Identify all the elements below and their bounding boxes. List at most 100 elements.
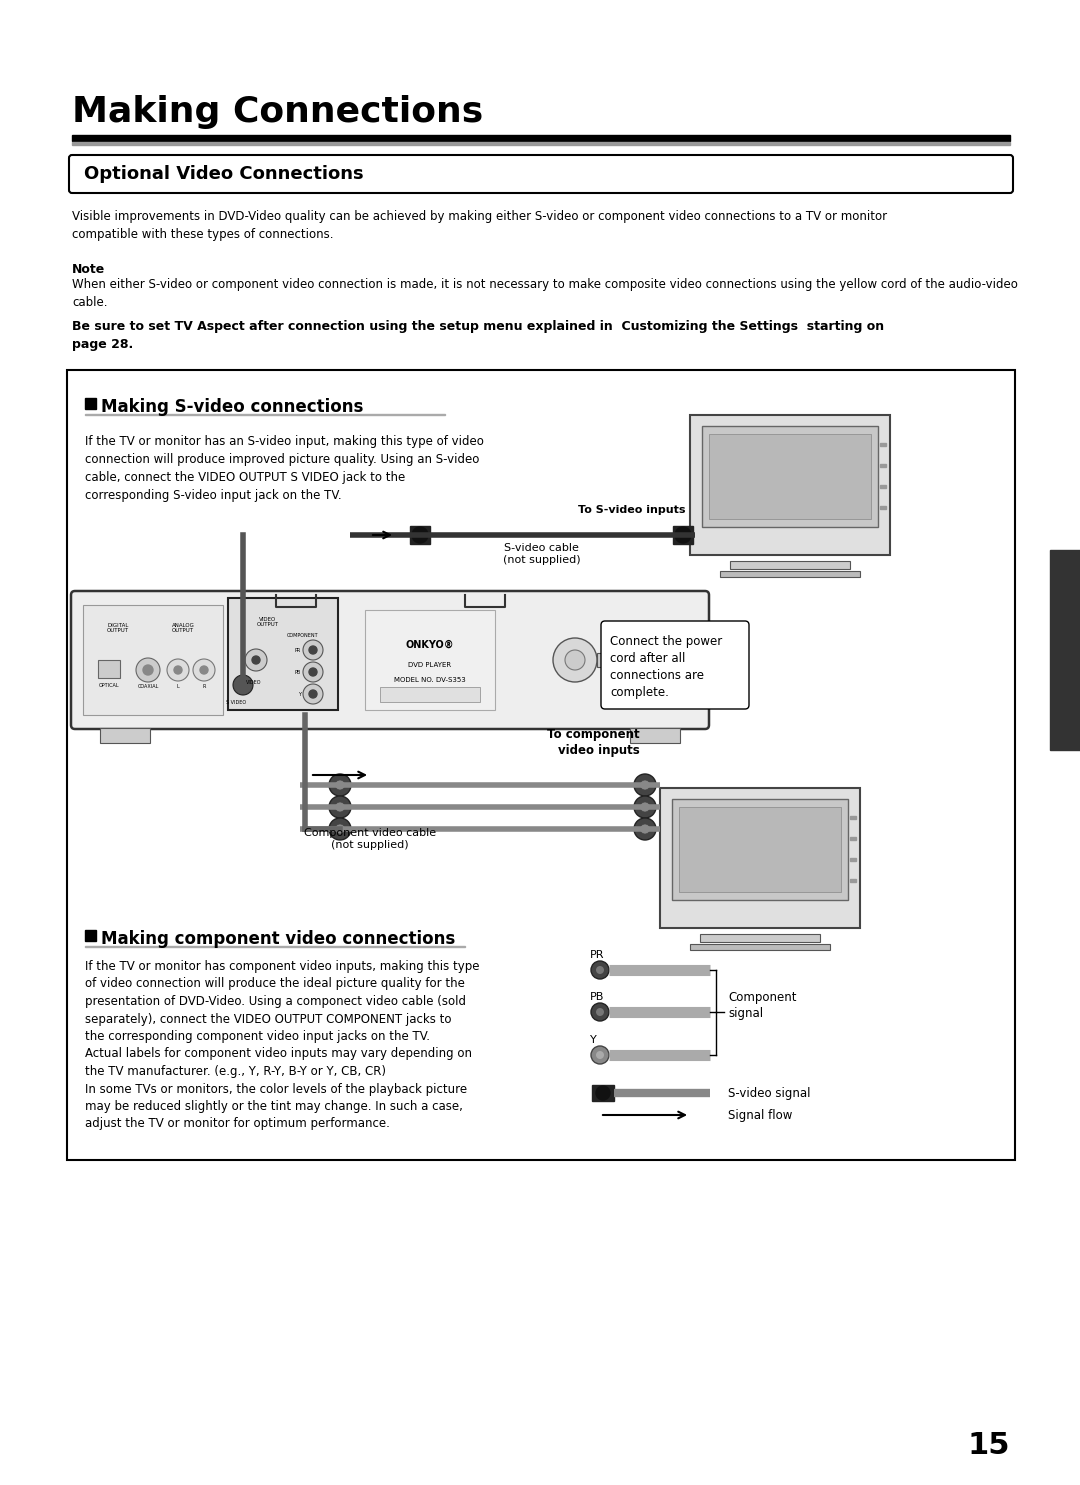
Text: DVD PLAYER: DVD PLAYER <box>408 662 451 668</box>
Bar <box>850 815 856 820</box>
Circle shape <box>167 659 189 682</box>
Text: MODEL NO. DV-S353: MODEL NO. DV-S353 <box>394 677 465 683</box>
Circle shape <box>640 824 650 835</box>
Circle shape <box>553 639 597 682</box>
Text: Component video cable
(not supplied): Component video cable (not supplied) <box>303 827 436 849</box>
Text: VIDEO: VIDEO <box>246 680 261 685</box>
Text: S-video signal: S-video signal <box>728 1087 810 1100</box>
Circle shape <box>309 691 318 698</box>
Text: OPTICAL: OPTICAL <box>98 683 119 688</box>
Text: S-video cable
(not supplied): S-video cable (not supplied) <box>502 542 580 564</box>
Circle shape <box>329 774 351 796</box>
Circle shape <box>136 658 160 682</box>
FancyBboxPatch shape <box>660 789 860 928</box>
Text: Making component video connections: Making component video connections <box>102 930 456 947</box>
Bar <box>880 443 886 446</box>
Bar <box>410 526 430 544</box>
Bar <box>98 659 120 679</box>
Text: COMPONENT: COMPONENT <box>287 633 319 639</box>
Circle shape <box>591 1002 609 1022</box>
Circle shape <box>591 1045 609 1063</box>
Bar <box>1050 549 1080 750</box>
Text: Making S-video connections: Making S-video connections <box>102 398 363 416</box>
Circle shape <box>309 668 318 676</box>
Text: To component
video inputs: To component video inputs <box>548 728 640 757</box>
Circle shape <box>596 1086 610 1100</box>
FancyBboxPatch shape <box>69 154 1013 193</box>
Circle shape <box>335 824 345 835</box>
FancyBboxPatch shape <box>690 414 890 555</box>
Circle shape <box>193 659 215 682</box>
Bar <box>85 398 96 408</box>
Text: Visible improvements in DVD-Video quality can be achieved by making either S-vid: Visible improvements in DVD-Video qualit… <box>72 209 887 241</box>
Circle shape <box>675 527 691 544</box>
Text: If the TV or monitor has component video inputs, making this type
of video conne: If the TV or monitor has component video… <box>85 959 480 1130</box>
Circle shape <box>634 818 656 841</box>
Bar <box>880 486 886 489</box>
Circle shape <box>303 685 323 704</box>
Bar <box>592 1086 615 1100</box>
Bar <box>880 506 886 509</box>
Text: Optional Video Connections: Optional Video Connections <box>84 165 364 183</box>
Circle shape <box>335 802 345 812</box>
Text: ANALOG
OUTPUT: ANALOG OUTPUT <box>172 624 194 634</box>
Text: Making Connections: Making Connections <box>72 95 483 129</box>
Text: 15: 15 <box>968 1432 1010 1460</box>
Bar <box>880 463 886 466</box>
Text: Component
signal: Component signal <box>728 990 797 1020</box>
Text: DIGITAL
OUTPUT: DIGITAL OUTPUT <box>107 624 129 634</box>
Circle shape <box>634 796 656 818</box>
Text: VIDEO
OUTPUT: VIDEO OUTPUT <box>257 616 279 627</box>
Circle shape <box>174 665 183 674</box>
Bar <box>850 858 856 861</box>
Bar <box>380 688 480 702</box>
Bar <box>673 526 693 544</box>
Circle shape <box>565 650 585 670</box>
Bar <box>100 728 150 742</box>
Text: Y: Y <box>298 692 301 698</box>
Bar <box>275 595 315 607</box>
Text: PB: PB <box>295 671 301 676</box>
Bar <box>679 808 841 892</box>
Circle shape <box>596 1008 604 1016</box>
Bar <box>464 595 504 607</box>
Bar <box>710 434 870 518</box>
Circle shape <box>303 662 323 682</box>
Text: If the TV or monitor has an S-video input, making this type of video
connection : If the TV or monitor has an S-video inpu… <box>85 435 484 502</box>
Text: To S-video inputs: To S-video inputs <box>578 505 685 515</box>
Text: Signal flow: Signal flow <box>728 1109 793 1123</box>
Text: Connect the power
cord after all
connections are
complete.: Connect the power cord after all connect… <box>610 636 723 699</box>
Circle shape <box>335 780 345 790</box>
Bar <box>700 934 820 941</box>
Circle shape <box>596 1051 604 1059</box>
Circle shape <box>309 646 318 653</box>
FancyBboxPatch shape <box>600 621 750 708</box>
Circle shape <box>245 649 267 671</box>
Bar <box>702 426 878 527</box>
Text: PR: PR <box>590 950 605 959</box>
Bar <box>690 944 831 950</box>
Circle shape <box>200 665 208 674</box>
Circle shape <box>303 640 323 659</box>
Circle shape <box>411 527 428 544</box>
Text: R: R <box>202 685 205 689</box>
Bar <box>365 610 495 710</box>
Bar <box>72 143 1010 146</box>
Text: Y: Y <box>590 1035 597 1045</box>
Bar <box>83 604 222 714</box>
Bar <box>67 370 1015 1160</box>
Text: L: L <box>177 685 179 689</box>
Circle shape <box>252 656 260 664</box>
Text: When either S-video or component video connection is made, it is not necessary t: When either S-video or component video c… <box>72 278 1017 309</box>
Text: COAXIAL: COAXIAL <box>137 685 159 689</box>
Bar <box>85 930 96 941</box>
Circle shape <box>634 774 656 796</box>
Text: ONKYO®: ONKYO® <box>406 640 455 650</box>
FancyBboxPatch shape <box>71 591 708 729</box>
Bar <box>720 572 860 578</box>
Circle shape <box>640 780 650 790</box>
Text: PB: PB <box>590 992 605 1002</box>
Bar <box>597 653 647 667</box>
Text: Be sure to set TV Aspect after connection using the setup menu explained in  Cus: Be sure to set TV Aspect after connectio… <box>72 319 885 350</box>
Bar <box>72 135 1010 141</box>
